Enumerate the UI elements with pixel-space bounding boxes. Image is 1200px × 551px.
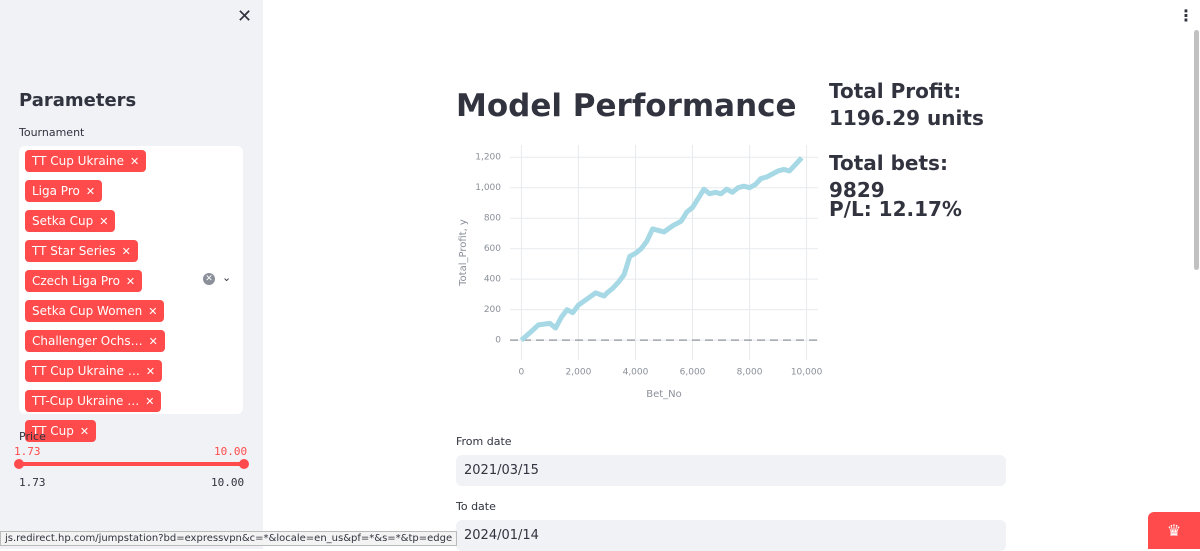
tag-label: Czech Liga Pro (32, 274, 120, 288)
tag-remove[interactable]: ✕ (125, 275, 136, 288)
y-tick-label: 1,000 (475, 183, 501, 193)
sidebar: ✕ Parameters Tournament TT Cup Ukraine ✕ L… (0, 0, 263, 549)
tag-label: Challenger Ochs… (32, 334, 143, 348)
tag-remove[interactable]: ✕ (145, 365, 156, 378)
slider-handle[interactable] (239, 459, 249, 469)
y-tick-label: 400 (484, 275, 501, 285)
tag[interactable]: Liga Pro ✕ (25, 180, 103, 202)
field-label: Tournament (19, 126, 85, 139)
field-label: From date (456, 435, 512, 448)
multiselect[interactable]: TT Cup Ukraine ✕ Liga Pro ✕ Setka Cup ✕ TT Sta… (19, 146, 243, 442)
x-tick-label: 6,000 (680, 368, 706, 378)
tag-label: TT Cup Ukraine … (32, 364, 140, 378)
x-tick-label: 8,000 (737, 368, 763, 378)
tag[interactable]: TT-Cup Ukraine … ✕ (25, 390, 162, 412)
chart: 0 200 400 600 800 1,000 1,200 0 2,000 4,000 6,000 8… (458, 145, 823, 400)
page-title: Model Performance (456, 88, 797, 124)
tag-remove[interactable]: ✕ (148, 305, 158, 318)
dropdown-arrow[interactable]: ⌄ (222, 271, 232, 284)
tag-remove[interactable]: ✕ (85, 185, 96, 198)
status-bar: js.redirect.hp.com/jumpstation?bd=expres… (0, 531, 458, 546)
tag-label: Liga Pro (32, 184, 80, 198)
stat: P/L: 12.17% (829, 197, 962, 221)
tag-label: TT-Cup Ukraine … (32, 394, 140, 408)
tag-remove[interactable]: ✕ (79, 425, 90, 438)
tag-label: Setka Cup Women (32, 304, 143, 318)
x-tick-label: 10,000 (791, 368, 823, 378)
y-tick-label: 600 (484, 244, 501, 254)
slider-min: 1.73 (19, 476, 46, 489)
tag-label: TT Cup Ukraine (32, 154, 125, 168)
tag[interactable]: TT Cup ✕ (25, 420, 97, 442)
tag-label: TT Cup (32, 424, 74, 438)
tag-remove[interactable]: ✕ (148, 335, 158, 348)
slider-value: 1.73 (14, 445, 41, 458)
field-label: Price (19, 430, 46, 443)
x-axis-title: Bet_No (646, 389, 682, 400)
y-tick-label: 0 (495, 336, 501, 346)
tag-label: TT Star Series (32, 244, 116, 258)
clear-button[interactable]: ✕ (203, 273, 215, 285)
y-axis-title: Total_Profit, y (458, 219, 469, 287)
tag-remove[interactable]: ✕ (121, 245, 131, 258)
stat: Total bets: 9829 (829, 151, 948, 202)
tag[interactable]: Setka Cup Women ✕ (25, 300, 165, 322)
tag[interactable]: Challenger Ochs… ✕ (25, 330, 165, 352)
tag[interactable]: TT Cup Ukraine ✕ (25, 150, 147, 172)
stat: Total Profit: 1196.29 units (829, 79, 984, 130)
tag[interactable]: Czech Liga Pro ✕ (25, 270, 143, 292)
streamlit-badge[interactable]: ♛ (1148, 512, 1200, 549)
x-tick-label: 0 (519, 368, 525, 378)
y-tick-label: 1,200 (475, 153, 501, 163)
close-button[interactable]: ✕ (237, 6, 253, 27)
menu-button[interactable]: ⋮ (1178, 6, 1194, 25)
y-tick-label: 800 (484, 214, 501, 224)
date-input[interactable]: 2024/01/14 (456, 520, 1006, 551)
slider-value: 10.00 (214, 445, 248, 458)
tag-list: TT Cup Ukraine ✕ Liga Pro ✕ Setka Cup ✕ TT Sta… (25, 150, 190, 442)
sidebar-title: Parameters (19, 90, 137, 111)
slider-handle[interactable] (14, 459, 24, 469)
slider-max: 10.00 (211, 476, 245, 489)
tag-remove[interactable]: ✕ (145, 395, 155, 408)
y-tick-label: 200 (484, 305, 501, 315)
tag-label: Setka Cup (32, 214, 94, 228)
tag-remove[interactable]: ✕ (130, 155, 140, 168)
line (519, 156, 804, 343)
scrollbar[interactable] (1194, 30, 1199, 270)
field-label: To date (456, 500, 496, 513)
tag[interactable]: TT Star Series ✕ (25, 240, 138, 262)
x-tick-label: 2,000 (566, 368, 592, 378)
tag[interactable]: TT Cup Ukraine … ✕ (25, 360, 163, 382)
slider-track (19, 462, 244, 466)
tag[interactable]: Setka Cup ✕ (25, 210, 116, 232)
tag-remove[interactable]: ✕ (99, 215, 109, 228)
date-input[interactable]: 2021/03/15 (456, 455, 1006, 486)
x-tick-label: 4,000 (623, 368, 649, 378)
